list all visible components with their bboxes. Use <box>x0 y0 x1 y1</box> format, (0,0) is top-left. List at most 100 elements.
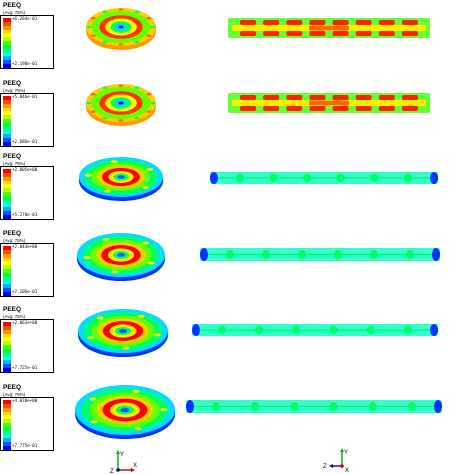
legend-max-value: +4.070e+00 <box>12 398 38 403</box>
disk-contour-patch <box>134 10 140 14</box>
legend-max-value: +5.046e-01 <box>12 94 38 99</box>
legend-swatch <box>3 37 11 42</box>
x-axis-dot <box>340 464 344 468</box>
legend-swatch <box>3 364 11 369</box>
legend-swatch <box>3 292 11 296</box>
disk-contour-patch <box>90 17 96 20</box>
rod-contour-patch <box>286 31 303 36</box>
legend-variable-label: PEEQ <box>3 2 22 9</box>
rod-end-cap <box>186 400 194 413</box>
legend-swatch <box>3 322 11 326</box>
disk-contour-patch <box>141 186 149 190</box>
axis-triad-rod: Y Z X <box>320 446 360 474</box>
rod-contour-patch <box>355 31 372 36</box>
contour-legend: PEEQ (Avg: 75%) +2.063e+00 +7.725e-01 <box>0 306 54 374</box>
disk-contour-patch <box>146 167 154 171</box>
rod-contour-patch <box>298 249 306 260</box>
disk-contour-patch <box>90 420 98 424</box>
contour-legend: PEEQ (Avg: 75%) +5.046e-01 +2.686e-01 <box>0 80 54 148</box>
legend-swatch <box>3 60 11 65</box>
legend-swatch <box>3 25 11 30</box>
legend-swatch <box>3 407 11 412</box>
legend-swatch <box>3 107 11 112</box>
rod-contour-patch <box>263 106 280 111</box>
rod-contour-patch <box>262 249 270 260</box>
rod-contour-patch <box>263 20 280 25</box>
disk-contour-patch <box>111 160 119 164</box>
triad-x-label: X <box>345 468 349 474</box>
rod-contour-patch <box>334 249 342 260</box>
legend-swatch <box>3 329 11 334</box>
legend-swatch <box>3 134 11 139</box>
rod-contour-patch <box>370 249 378 260</box>
legend-swatch <box>3 434 11 439</box>
rod-contour-patch <box>404 173 412 183</box>
legend-swatch <box>3 360 11 365</box>
rod-contour-patch <box>404 325 412 335</box>
rod-model <box>200 248 440 261</box>
rod-end-cap <box>192 324 200 336</box>
rod-contour-patch <box>309 100 349 106</box>
legend-swatch <box>3 276 11 281</box>
rod-contour-patch <box>290 401 299 412</box>
legend-swatch <box>3 99 11 104</box>
triad-z-label: Z <box>323 464 327 470</box>
rod-contour-patch <box>402 20 418 25</box>
disk-model <box>86 8 156 50</box>
disk-contour-patch <box>160 407 168 411</box>
legend-swatch <box>3 356 11 361</box>
disk-contour-patch <box>87 245 95 249</box>
disk-contour-patch <box>86 25 92 29</box>
rod-contour-patch <box>355 20 372 25</box>
legend-swatch <box>3 203 11 208</box>
disk-contour-patch <box>111 270 119 274</box>
legend-averaging-label: (Avg: 75%) <box>3 314 26 319</box>
legend-swatch <box>3 333 11 338</box>
legend-box: +2.844e+00 +7.106e-01 <box>0 243 54 297</box>
triad-z-label: Z <box>110 469 114 474</box>
disk-contour-patch <box>93 164 101 168</box>
disk-contour-ring <box>120 407 130 413</box>
rod-contour-patch <box>226 249 234 260</box>
legend-swatch <box>3 325 11 330</box>
rod-end-cap <box>430 172 438 184</box>
z-axis-dot <box>116 468 120 472</box>
legend-swatch <box>3 280 11 285</box>
rod-contour-patch <box>408 401 416 412</box>
rod-contour-patch <box>309 20 326 25</box>
legend-swatch <box>3 284 11 289</box>
disk-contour-patch <box>102 10 108 14</box>
legend-swatch <box>3 249 11 254</box>
legend-variable-label: PEEQ <box>3 230 22 237</box>
rod-contour-patch <box>402 95 418 100</box>
rod-contour-patch <box>240 31 256 36</box>
legend-swatch <box>3 176 11 181</box>
legend-min-value: +7.775e-01 <box>12 443 38 448</box>
rod-contour-patch <box>329 401 338 412</box>
rod-contour-band <box>192 329 438 331</box>
legend-swatch <box>3 103 11 108</box>
rod-end-cap <box>434 400 442 413</box>
rod-contour-patch <box>303 173 312 183</box>
legend-swatch <box>3 138 11 143</box>
rod-contour-patch <box>336 173 345 183</box>
disk-contour-ring <box>118 101 124 105</box>
legend-swatch <box>3 272 11 277</box>
rod-contour-patch <box>402 106 418 111</box>
disk-contour-patch <box>118 43 124 46</box>
triad-y-label: Y <box>120 452 124 458</box>
disk-contour-patch <box>151 322 159 326</box>
legend-swatch <box>3 419 11 424</box>
rod-contour-band <box>210 177 438 179</box>
legend-max-value: +2.844e+00 <box>12 244 38 249</box>
rod-end-cap <box>210 172 218 184</box>
legend-max-value: +2.063e+00 <box>12 320 38 325</box>
contour-legend: PEEQ (Avg: 75%) +6.264e-01 +2.190e-01 <box>0 2 54 70</box>
legend-averaging-label: (Avg: 75%) <box>3 10 26 15</box>
legend-swatch <box>3 184 11 189</box>
disk-contour-patch <box>153 333 161 337</box>
disk-contour-patch <box>147 261 155 265</box>
rod-contour-patch <box>269 173 278 183</box>
disk-contour-ring <box>117 253 125 257</box>
legend-swatch <box>3 169 11 173</box>
